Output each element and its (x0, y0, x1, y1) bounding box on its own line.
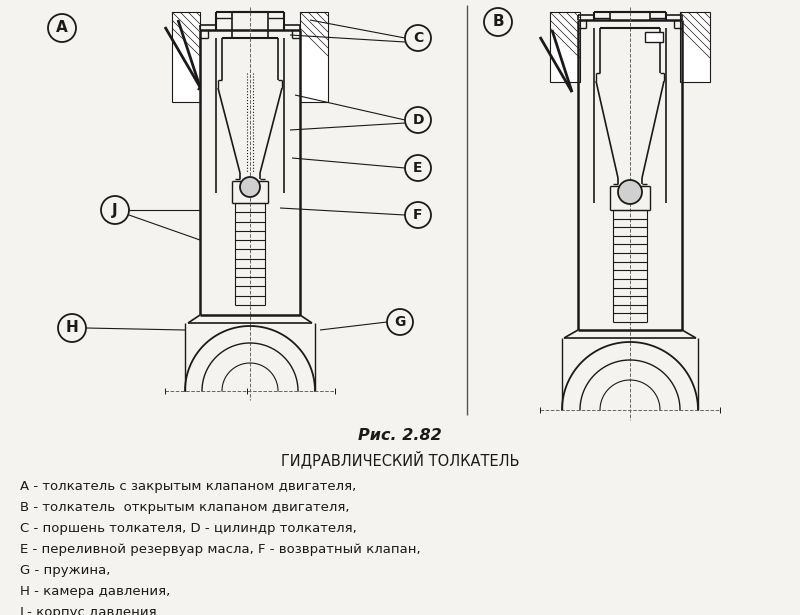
Circle shape (101, 196, 129, 224)
Bar (172, 12, 200, 102)
Text: G: G (394, 315, 406, 329)
Text: F: F (414, 208, 422, 222)
Circle shape (618, 180, 642, 204)
Text: С - поршень толкателя, D - цилиндр толкателя,: С - поршень толкателя, D - цилиндр толка… (20, 522, 357, 535)
Text: H: H (66, 320, 78, 336)
Text: А - толкатель с закрытым клапаном двигателя,: А - толкатель с закрытым клапаном двигат… (20, 480, 356, 493)
Text: Рис. 2.82: Рис. 2.82 (358, 428, 442, 443)
Text: E - переливной резервуар масла, F - возвратный клапан,: E - переливной резервуар масла, F - возв… (20, 543, 421, 556)
Bar (680, 12, 710, 82)
Text: ГИДРАВЛИЧЕСКИЙ ТОЛКАТЕЛЬ: ГИДРАВЛИЧЕСКИЙ ТОЛКАТЕЛЬ (281, 450, 519, 468)
Bar (300, 12, 328, 102)
Circle shape (387, 309, 413, 335)
Bar (645, 32, 663, 42)
Circle shape (405, 25, 431, 51)
Circle shape (484, 8, 512, 36)
Circle shape (48, 14, 76, 42)
Text: J: J (112, 202, 118, 218)
Circle shape (240, 177, 260, 197)
Circle shape (405, 107, 431, 133)
Text: G - пружина,: G - пружина, (20, 564, 110, 577)
Text: H - камера давления,: H - камера давления, (20, 585, 170, 598)
Circle shape (58, 314, 86, 342)
Circle shape (405, 155, 431, 181)
Text: E: E (414, 161, 422, 175)
Text: C: C (413, 31, 423, 45)
Text: J - корпус давления: J - корпус давления (20, 606, 158, 615)
Text: A: A (56, 20, 68, 36)
Circle shape (405, 202, 431, 228)
Text: B: B (492, 15, 504, 30)
Text: В - толкатель  открытым клапаном двигателя,: В - толкатель открытым клапаном двигател… (20, 501, 350, 514)
Bar (550, 12, 580, 82)
Text: D: D (412, 113, 424, 127)
